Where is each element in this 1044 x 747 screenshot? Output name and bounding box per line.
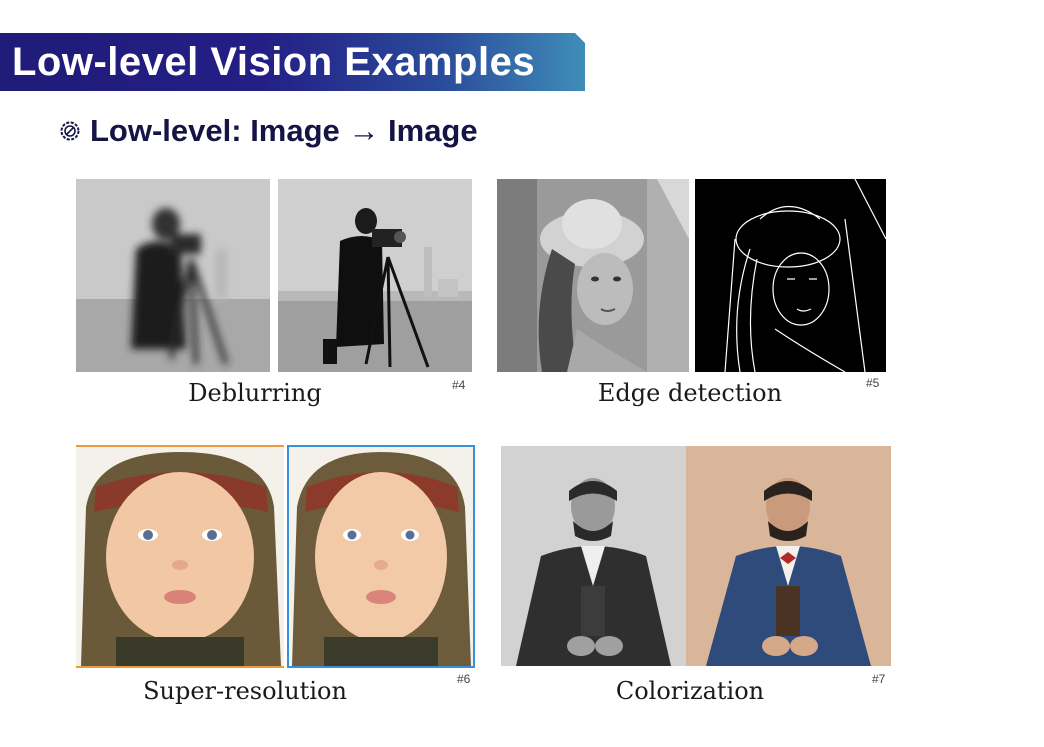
caption-colorization: Colorization: [615, 677, 765, 705]
caption-super-resolution: Super-resolution: [143, 677, 347, 705]
baby-lowres-image: [76, 445, 284, 668]
bullet-text: Low-level: Image → Image: [90, 113, 478, 148]
bullet-item: Low-level: Image → Image: [60, 111, 478, 151]
lena-grayscale-image: [497, 179, 689, 372]
lincoln-grayscale-image: [501, 446, 686, 666]
baby-highres-image: [287, 445, 475, 668]
cameraman-blurred-image: [76, 179, 270, 372]
ref-number: #5: [866, 376, 880, 390]
cameraman-sharp-image: [278, 179, 472, 372]
lincoln-color-image: [686, 446, 891, 666]
gear-badge-icon: [60, 121, 80, 141]
slide-title: Low-level Vision Examples: [12, 40, 536, 84]
ref-number: #4: [452, 378, 466, 392]
ref-number: #6: [457, 672, 471, 686]
caption-edge-detection: Edge detection: [597, 379, 783, 407]
caption-deblurring: Deblurring: [188, 379, 322, 407]
title-banner: Low-level Vision Examples: [0, 33, 585, 91]
ref-number: #7: [872, 672, 886, 686]
lena-edges-image: [695, 179, 886, 372]
